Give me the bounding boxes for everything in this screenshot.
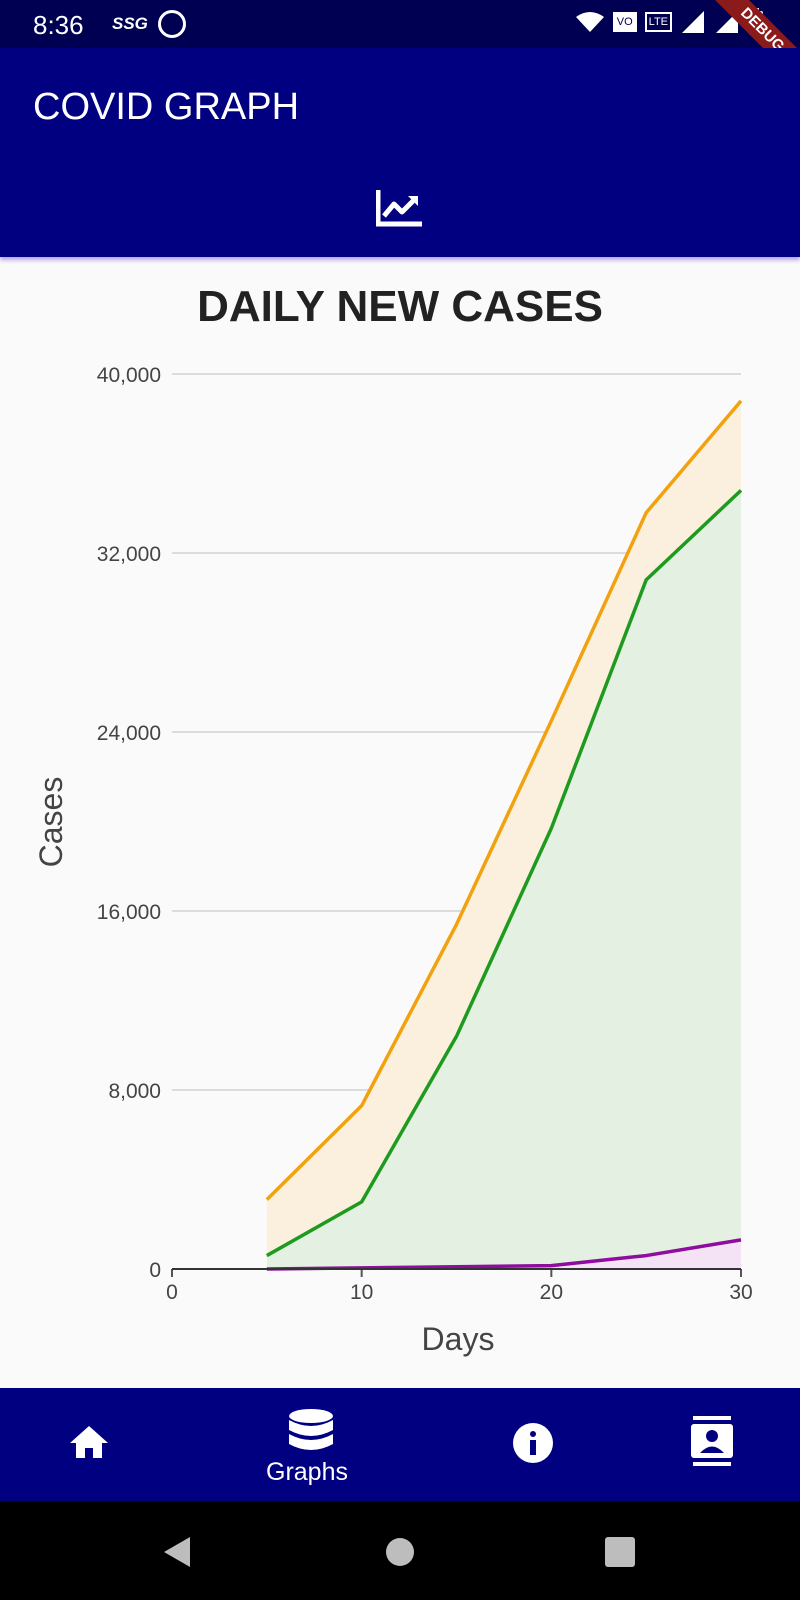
x-tick-label: 30 xyxy=(729,1281,752,1304)
y-tick-label: 0 xyxy=(149,1259,161,1282)
signal-icon xyxy=(682,11,704,33)
carrier-tag: SSG xyxy=(112,14,148,33)
wifi-icon xyxy=(575,12,604,32)
vo-tag: VO xyxy=(612,12,637,32)
database-icon xyxy=(289,1409,333,1450)
nav-home[interactable] xyxy=(0,1388,180,1501)
y-axis-label: Cases xyxy=(33,777,69,868)
y-tick-label: 40,000 xyxy=(97,364,161,387)
bottom-nav: Graphs xyxy=(0,1388,800,1501)
y-tick-label: 8,000 xyxy=(108,1080,161,1103)
chart-title: DAILY NEW CASES xyxy=(197,282,603,331)
system-nav xyxy=(0,1501,800,1600)
x-tick-label: 10 xyxy=(350,1281,373,1304)
status-bar: 8:36 SSG VO LTE xyxy=(0,0,800,48)
nav-contacts[interactable] xyxy=(620,1388,800,1501)
recents-icon[interactable] xyxy=(605,1537,635,1567)
info-icon xyxy=(513,1423,553,1463)
app-bar: COVID GRAPH xyxy=(0,48,800,257)
series-deaths-area xyxy=(266,1239,741,1269)
home-icon xyxy=(70,1426,108,1458)
lte-tag: LTE xyxy=(644,12,672,32)
chart-line-icon[interactable] xyxy=(376,188,424,228)
app-title: COVID GRAPH xyxy=(33,86,300,128)
q-icon xyxy=(158,10,186,38)
nav-info[interactable] xyxy=(440,1388,620,1501)
series-recovered-area xyxy=(266,490,741,1270)
x-tick-label: 20 xyxy=(540,1281,563,1304)
y-tick-label: 16,000 xyxy=(97,901,161,924)
nav-graphs-label: Graphs xyxy=(266,1458,348,1486)
y-tick-label: 32,000 xyxy=(97,543,161,566)
home-circle-icon[interactable] xyxy=(385,1537,415,1567)
status-time: 8:36 xyxy=(33,10,84,40)
x-tick-label: 0 xyxy=(166,1281,178,1304)
y-tick-label: 24,000 xyxy=(97,722,161,745)
covid-chart: 0 8,000 16,000 24,000 32,000 40,000 0 10 20 30 Day… xyxy=(33,364,753,1357)
x-axis-label: Days xyxy=(422,1321,495,1357)
series-total-line xyxy=(265,399,743,1201)
series-recovered-line xyxy=(265,489,743,1258)
contact-icon xyxy=(691,1416,733,1466)
back-icon[interactable] xyxy=(162,1535,192,1569)
nav-graphs[interactable]: Graphs xyxy=(220,1388,400,1501)
